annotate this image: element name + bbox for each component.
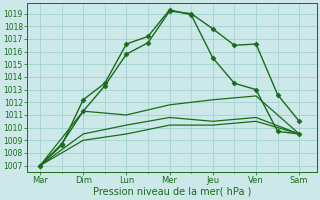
X-axis label: Pression niveau de la mer( hPa ): Pression niveau de la mer( hPa )	[92, 187, 251, 197]
